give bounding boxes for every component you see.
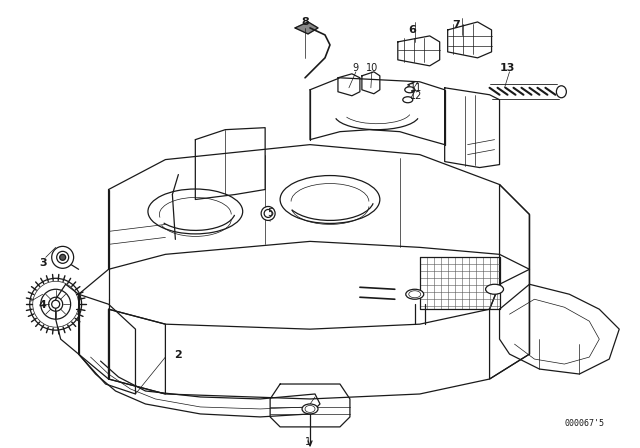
Text: 6: 6: [408, 25, 416, 35]
Polygon shape: [56, 284, 79, 354]
Polygon shape: [109, 145, 529, 269]
Text: 000067'5: 000067'5: [564, 419, 604, 428]
Polygon shape: [447, 22, 492, 58]
Polygon shape: [79, 294, 136, 394]
Ellipse shape: [409, 291, 420, 298]
Ellipse shape: [57, 251, 68, 263]
Text: 2: 2: [175, 350, 182, 360]
Ellipse shape: [406, 289, 424, 299]
Text: 9: 9: [353, 63, 359, 73]
Ellipse shape: [52, 300, 60, 308]
Polygon shape: [195, 128, 265, 199]
Polygon shape: [398, 36, 440, 66]
Ellipse shape: [264, 210, 272, 217]
Polygon shape: [270, 384, 350, 427]
Text: 7: 7: [452, 20, 460, 30]
Ellipse shape: [60, 254, 66, 260]
Text: 5: 5: [267, 208, 273, 219]
Text: 13: 13: [500, 63, 515, 73]
Ellipse shape: [261, 207, 275, 220]
Ellipse shape: [486, 284, 504, 294]
Polygon shape: [445, 88, 500, 168]
Ellipse shape: [404, 87, 415, 93]
Polygon shape: [310, 78, 445, 145]
Polygon shape: [338, 74, 360, 96]
Ellipse shape: [302, 404, 318, 414]
Text: 12: 12: [410, 91, 422, 101]
Text: 11: 11: [410, 83, 422, 93]
Text: 4: 4: [39, 300, 47, 310]
Polygon shape: [295, 22, 318, 34]
Ellipse shape: [556, 86, 566, 98]
Ellipse shape: [52, 246, 74, 268]
Polygon shape: [362, 72, 380, 94]
Polygon shape: [500, 284, 620, 374]
Text: 10: 10: [365, 63, 378, 73]
Polygon shape: [109, 309, 165, 394]
Text: 8: 8: [301, 17, 309, 27]
Ellipse shape: [403, 97, 413, 103]
Text: 1: 1: [305, 437, 311, 447]
Polygon shape: [490, 185, 529, 379]
Ellipse shape: [305, 405, 315, 413]
Text: 3: 3: [39, 258, 47, 268]
